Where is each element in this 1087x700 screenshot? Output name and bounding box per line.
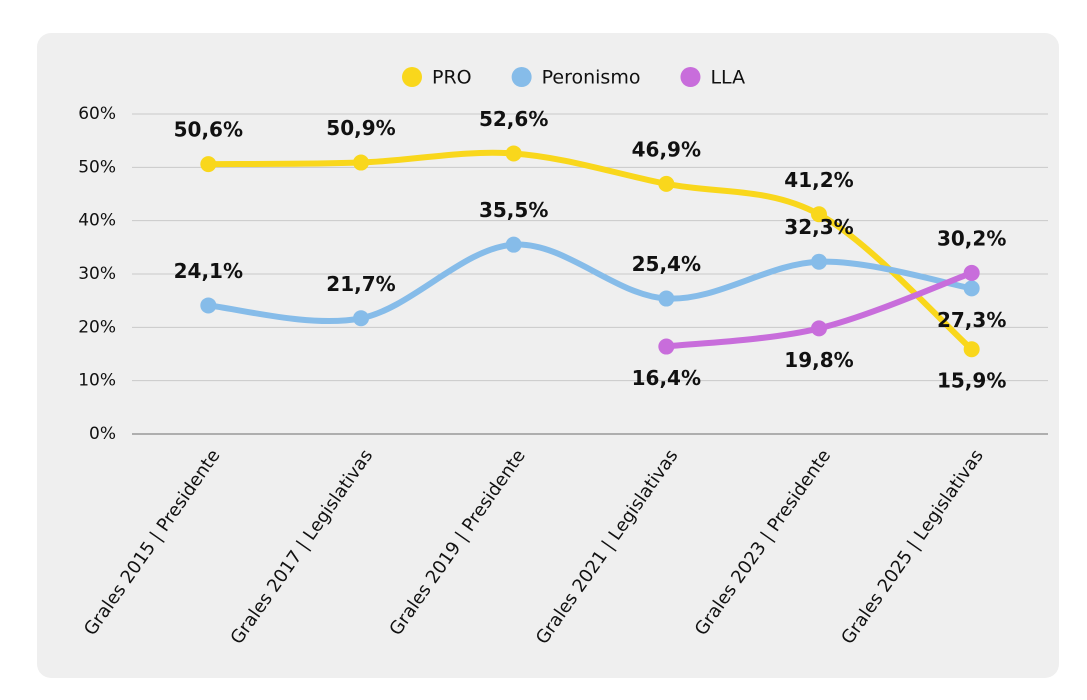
data-point	[963, 280, 980, 297]
legend-label: LLA	[710, 67, 745, 89]
data-point	[200, 297, 217, 314]
data-label: 41,2%	[784, 168, 853, 192]
legend-label: Peronismo	[542, 67, 641, 89]
data-point	[658, 290, 675, 307]
legend-label: PRO	[432, 67, 472, 89]
y-tick-label: 30%	[78, 264, 116, 284]
y-tick-label: 40%	[78, 211, 116, 231]
y-tick-label: 20%	[78, 317, 116, 337]
data-label: 19,8%	[784, 348, 853, 372]
series-line	[205, 149, 975, 353]
data-point	[658, 175, 675, 192]
y-tick-label: 10%	[78, 371, 116, 391]
legend-marker	[511, 67, 532, 87]
chart-panel	[37, 33, 1059, 678]
data-label: 32,3%	[784, 215, 853, 239]
data-point	[963, 264, 980, 281]
data-label: 21,7%	[326, 272, 395, 296]
data-label: 16,4%	[632, 366, 701, 390]
series-line	[205, 241, 975, 324]
data-label: 46,9%	[632, 137, 701, 161]
data-point	[658, 338, 675, 355]
data-point	[505, 236, 522, 253]
data-label: 27,3%	[937, 308, 1006, 332]
data-point	[811, 253, 827, 270]
data-point	[811, 206, 827, 223]
data-label: 25,4%	[632, 252, 701, 276]
data-label: 24,1%	[174, 259, 243, 283]
legend-marker	[680, 67, 701, 87]
data-point	[963, 341, 980, 358]
data-label: 52,6%	[479, 107, 548, 131]
data-point	[353, 154, 369, 171]
data-label: 50,9%	[326, 116, 395, 140]
legend-marker	[402, 67, 422, 87]
data-label: 30,2%	[937, 226, 1006, 250]
data-label: 50,6%	[174, 118, 243, 142]
data-point	[200, 156, 217, 173]
data-label: 15,9%	[937, 369, 1006, 393]
data-point	[353, 310, 369, 327]
data-point	[505, 145, 522, 162]
data-point	[811, 320, 827, 337]
y-tick-label: 50%	[78, 157, 116, 177]
data-label: 35,5%	[479, 198, 548, 222]
y-tick-label: 0%	[89, 424, 116, 444]
y-tick-label: 60%	[78, 104, 116, 124]
